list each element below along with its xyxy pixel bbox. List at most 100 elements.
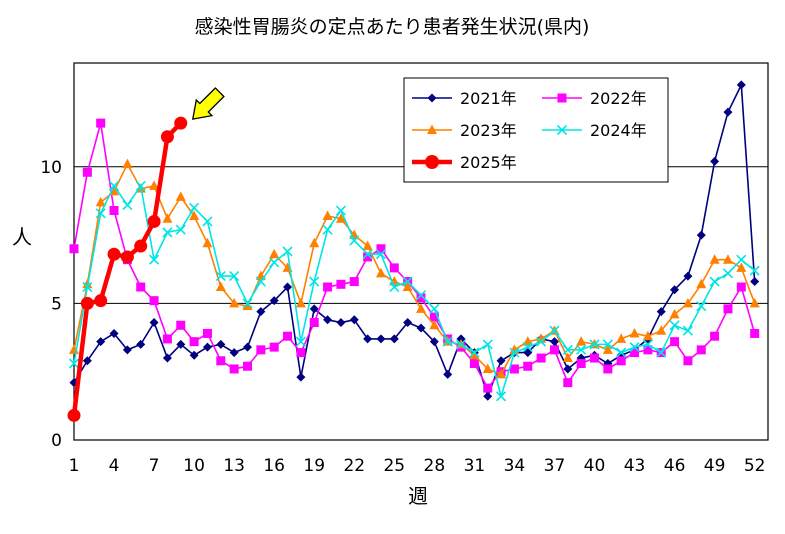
data-point (229, 271, 240, 282)
data-point (496, 356, 506, 366)
series-line (73, 163, 756, 376)
data-point (723, 304, 733, 314)
data-point (402, 281, 413, 292)
y-tick-label: 10 (40, 158, 62, 178)
data-point (736, 282, 746, 292)
data-point (362, 249, 373, 260)
data-point (202, 328, 212, 338)
data-point (295, 297, 306, 308)
data-point (269, 296, 279, 306)
x-tick-label: 37 (544, 456, 566, 476)
data-point (642, 339, 653, 350)
data-point (176, 320, 186, 330)
data-point (709, 276, 720, 287)
data-point (563, 378, 573, 388)
data-point (349, 277, 359, 287)
data-point (295, 336, 306, 347)
legend-label: 2025年 (460, 153, 517, 172)
data-point (576, 336, 587, 346)
data-point (94, 294, 108, 308)
data-point (269, 257, 280, 268)
data-point (82, 356, 92, 366)
data-point (602, 344, 613, 354)
data-point (602, 339, 613, 350)
data-point (323, 282, 333, 292)
x-tick-label: 19 (303, 456, 325, 476)
data-point (722, 268, 734, 279)
data-point (522, 342, 533, 353)
data-point (162, 213, 173, 223)
chart-title: 感染性胃腸炎の定点あたり患者発生状況(県内) (195, 16, 590, 38)
data-point (483, 391, 493, 401)
series-line (73, 122, 756, 389)
data-point (243, 342, 252, 352)
data-point (736, 254, 747, 265)
data-point (376, 244, 386, 254)
x-tick-label: 16 (263, 456, 285, 476)
data-point (96, 118, 106, 128)
data-point (80, 296, 94, 310)
legend-label: 2022年 (590, 89, 647, 108)
data-point (682, 325, 693, 336)
data-point (750, 277, 760, 287)
data-point (562, 352, 573, 363)
data-point (576, 344, 587, 355)
data-point (389, 281, 400, 293)
data-point (147, 214, 161, 228)
plot-area: 0 5 10 1 4 7 10 13 16 19 22 25 28 31 34 37 40 43 46 49 52 (40, 62, 769, 476)
data-point (242, 300, 253, 311)
data-point (656, 347, 667, 358)
data-point (149, 254, 160, 265)
data-point (122, 199, 133, 211)
data-point (69, 244, 79, 254)
data-point (509, 364, 519, 374)
data-point (68, 358, 80, 369)
data-point (496, 368, 507, 379)
data-point (389, 263, 399, 273)
x-axis-label: 週 (408, 484, 428, 508)
data-point (149, 296, 159, 306)
data-point (122, 158, 133, 169)
data-point (429, 303, 440, 314)
data-point (335, 205, 346, 216)
data-point (363, 252, 373, 262)
data-point (416, 293, 426, 303)
data-point (362, 240, 373, 251)
data-point (696, 278, 707, 289)
legend: 2021年 2022年 2023年 2024年 2025年 (403, 77, 669, 183)
data-point (283, 282, 293, 292)
data-point (135, 180, 146, 192)
x-tick-label: 4 (109, 456, 120, 476)
data-point (643, 345, 653, 355)
data-point (202, 237, 213, 248)
data-point (189, 202, 200, 213)
data-point (216, 356, 226, 366)
data-point (296, 348, 306, 358)
data-point (722, 254, 733, 264)
data-point (496, 391, 507, 402)
data-point (425, 155, 439, 169)
data-point (282, 246, 293, 257)
data-point (749, 297, 760, 308)
data-point (202, 342, 212, 352)
data-point (309, 276, 320, 287)
y-axis-label: 人 (12, 225, 32, 249)
data-point (82, 167, 92, 177)
data-point (669, 308, 680, 319)
data-point (443, 369, 453, 379)
data-point (429, 312, 439, 322)
data-point (642, 330, 653, 341)
data-point (442, 336, 453, 347)
data-point (469, 349, 480, 360)
data-point (189, 210, 200, 220)
data-point (336, 279, 346, 289)
data-point (750, 328, 760, 338)
data-point (629, 342, 640, 353)
data-point (723, 107, 733, 117)
y-tick-label: 0 (51, 431, 62, 451)
data-point (95, 208, 106, 219)
data-point (229, 364, 239, 374)
data-point (296, 372, 306, 382)
data-point (269, 248, 280, 259)
